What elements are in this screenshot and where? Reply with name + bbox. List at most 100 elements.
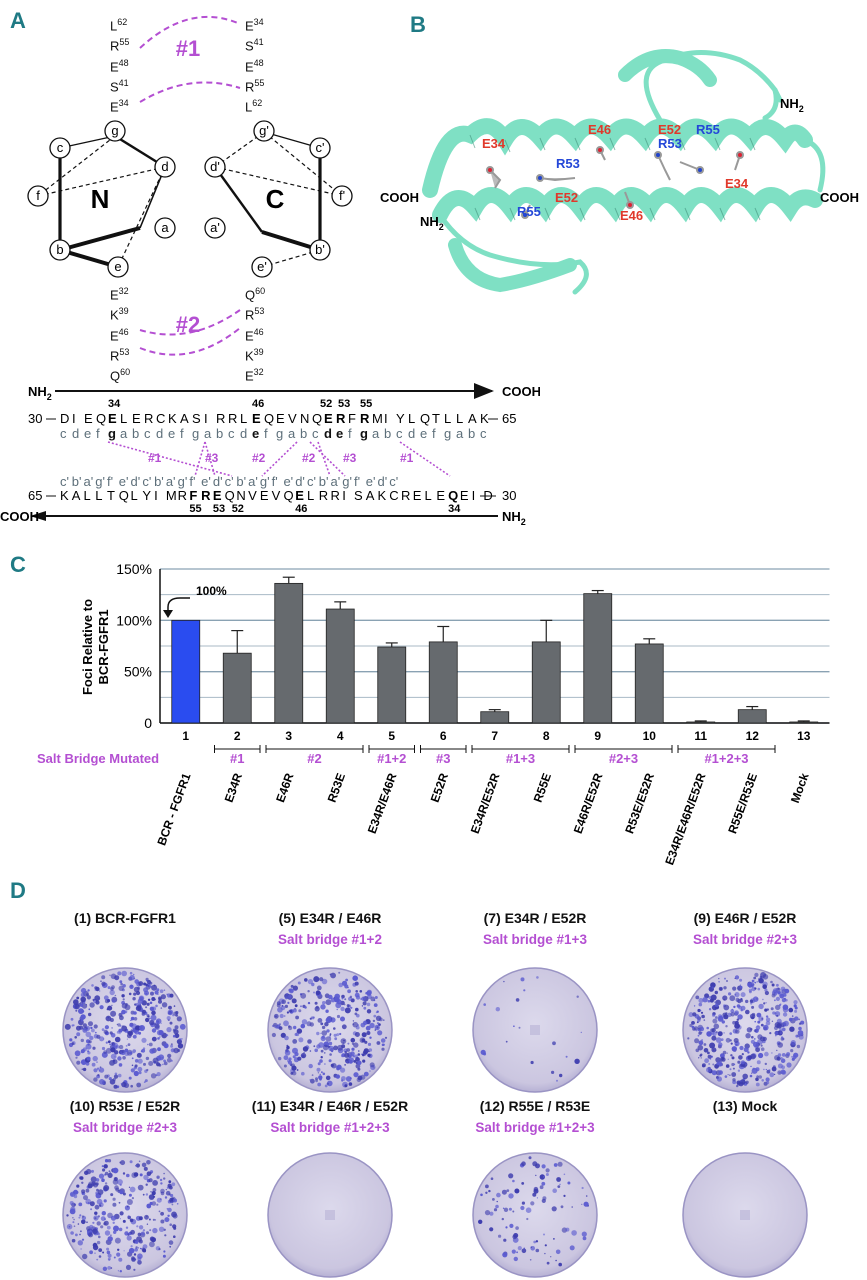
heptad-bottom: c' b' a' g' f' e' d' c' b' a' g' f' e' d' c' b' a' g' f' e'…: [60, 474, 398, 489]
wheel-position-labels: c g d f a b e g' c' d' f' a' b' e': [36, 123, 345, 274]
chart-gridlines: [159, 568, 830, 724]
group-label-0: #1: [230, 751, 244, 766]
bridge1-label: #1: [176, 36, 200, 61]
bar-4: [325, 608, 355, 724]
residue-lt-2: E48: [110, 57, 129, 74]
plate-0: [62, 967, 188, 1093]
foci-bar-chart: 0 50% 100% 150% Foci Relative toBCR-FGFR1 1…: [37, 561, 830, 867]
group-label-4: #1+3: [506, 751, 535, 766]
seq-top-number-34: 34: [108, 398, 121, 410]
right-bottom-residues: Q60 R53 E46 K39 E32: [245, 283, 265, 385]
seq-bottom: K A L L T Q L Y I MR F R E Q N V E V Q E L R R I S A K C R E L E Q E I D: [60, 488, 493, 503]
bridge-label-2: #2: [252, 451, 266, 465]
label-r55-left: R55: [517, 204, 541, 219]
seq-top-numbers: 34 46 52 53 55: [108, 398, 372, 410]
label-nh2-left: NH2: [420, 214, 444, 232]
label-e46-top: E46: [588, 122, 611, 137]
left-bottom-residues: E32 K39 E46 R53 Q60: [110, 283, 130, 385]
bridge-label-1: #3: [205, 451, 219, 465]
label-r53-left: R53: [556, 156, 580, 171]
x-category-4: R53E: [325, 771, 348, 804]
wheel-position-circles: [27, 120, 353, 278]
group-label-3: #3: [436, 751, 450, 766]
group-label-6: #1+2+3: [704, 751, 748, 766]
x-category-11: E34R/E46R/E52R: [662, 771, 708, 867]
residue-rt-2: E48: [245, 57, 264, 74]
residue-labels: E34 E46 E52 E52 E46 E34 R55 R53 R53 R55: [482, 122, 749, 223]
residue-lb-1: K39: [110, 306, 129, 323]
plate-subtitle-3: Salt bridge #2+3: [693, 932, 797, 947]
wheel-right-5: b': [315, 242, 325, 257]
plate-subtitle-5: Salt bridge #1+2+3: [270, 1120, 390, 1135]
panel-a-letter: A: [10, 8, 26, 33]
wheel-right-2: d': [210, 159, 220, 174]
x-category-9: E46R/E52R: [571, 771, 606, 836]
y-tick-2: 100%: [116, 612, 152, 628]
chart-bars: [171, 576, 819, 724]
wheel-left-f: f: [36, 188, 40, 203]
x-number-3: 3: [285, 729, 292, 743]
bar-9: [583, 593, 613, 724]
label-cooh-right: COOH: [820, 190, 859, 205]
x-number-12: 12: [746, 729, 760, 743]
bar-12: [737, 709, 767, 724]
top-arrow-nh2: NH2: [28, 384, 52, 402]
seq-top-number-53: 53: [338, 398, 350, 410]
panel-b-letter: B: [410, 12, 426, 37]
label-r53-right: R53: [658, 136, 682, 151]
label-e34-left: E34: [482, 136, 506, 151]
x-number-1: 1: [182, 729, 189, 743]
plate-4: [62, 1152, 188, 1278]
plate-6: [472, 1152, 598, 1278]
bridge2-arc-bottom: [139, 327, 241, 356]
label-e52-left: E52: [555, 190, 578, 205]
group-label-5: #2+3: [609, 751, 638, 766]
plate-title-5: (11) E34R / E46R / E52R: [251, 1098, 409, 1114]
x-number-13: 13: [797, 729, 811, 743]
plate-subtitle-1: Salt bridge #1+2: [278, 932, 382, 947]
seq-top-end: 65: [502, 411, 516, 426]
bar-3: [274, 582, 304, 724]
x-number-4: 4: [337, 729, 344, 743]
residue-lt-1: R55: [110, 37, 130, 54]
x-number-11: 11: [694, 729, 707, 743]
svg-text:100%: 100%: [196, 584, 227, 598]
x-category-5: E34R/E46R: [365, 771, 400, 836]
residue-rt-3: R55: [245, 77, 265, 95]
seq-bottom-number-52: 52: [232, 503, 244, 515]
bridge-connectors: [107, 441, 451, 477]
bar-13: [789, 721, 819, 724]
residue-lt-3: S41: [110, 77, 129, 95]
ribbon-shading: [469, 134, 761, 221]
residue-rt-4: L62: [245, 98, 263, 115]
panel-c-letter: C: [10, 552, 26, 577]
x-number-9: 9: [594, 729, 601, 743]
label-e46-bottom: E46: [620, 208, 643, 223]
plate-3: [682, 967, 808, 1093]
wheel-left-b: b: [56, 242, 63, 257]
bridge-label-3: #2: [302, 451, 316, 465]
bridge1-arc-bottom: [139, 81, 241, 103]
bridge2-arc-top: [139, 309, 241, 336]
plate-1: [267, 967, 393, 1093]
x-number-2: 2: [234, 729, 241, 743]
label-e34-right: E34: [725, 176, 749, 191]
chart-category-numbers: 1 2 3 4 5 6 7 8 9 10 11 12 13: [182, 729, 810, 743]
panel-d-letter: D: [10, 878, 26, 903]
x-category-8: R55E: [531, 771, 554, 804]
x-number-7: 7: [491, 729, 498, 743]
bar-6: [428, 641, 458, 724]
bottom-arrow-cooh: COOH: [0, 509, 39, 524]
residue-lt-4: E34: [110, 98, 129, 115]
wheel-right-0: g': [259, 123, 269, 138]
chart-y-ticks: 0 50% 100% 150%: [116, 561, 152, 731]
chart-category-labels: BCR - FGFR1 E34R E46R R53E E34R/E46R E52R E34R…: [154, 771, 811, 867]
salt-bridge-groups: #1 #2 #1+2 #3 #1+3 #2+3 #1+2+3: [214, 745, 776, 766]
wheel-left-g: g: [111, 123, 118, 138]
ribbon-helices: [422, 49, 826, 295]
x-category-6: E52R: [428, 771, 452, 804]
seq-bottom-number-34: 34: [448, 503, 461, 515]
plate-title-3: (9) E46R / E52R: [693, 910, 797, 926]
x-number-8: 8: [543, 729, 550, 743]
